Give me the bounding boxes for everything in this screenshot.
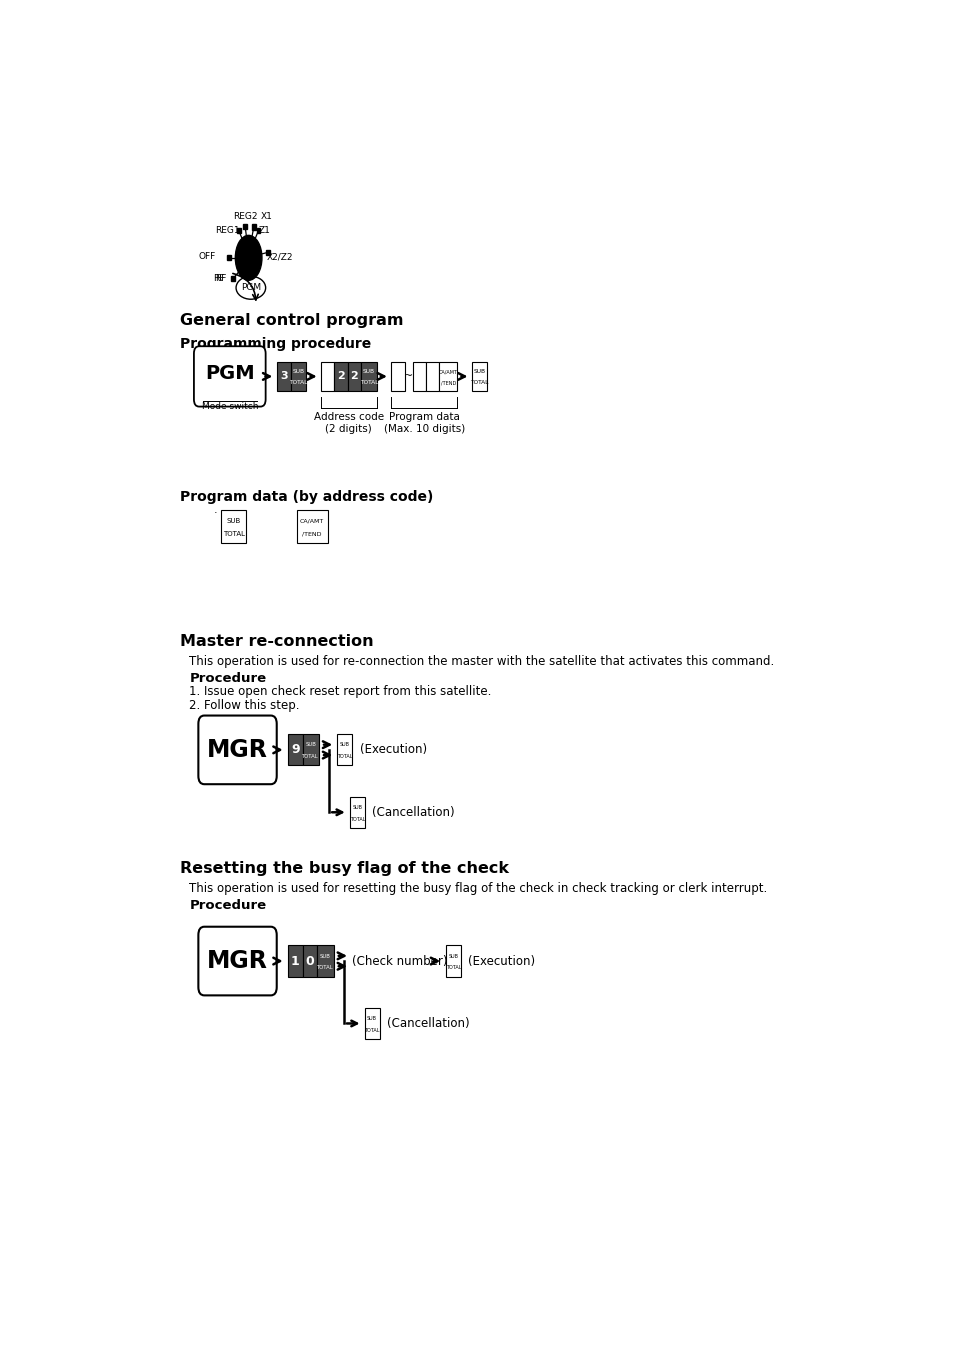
Bar [302,946,317,977]
Bar [227,255,231,261]
Bar [221,509,246,543]
Text: MGR: MGR [207,948,268,973]
Text: TOTAL: TOTAL [302,754,318,759]
Text: Master re-connection: Master re-connection [180,635,374,650]
Bar [256,228,260,232]
Text: (2 digits): (2 digits) [325,424,372,434]
Text: Procedure: Procedure [190,898,266,912]
Text: OFF: OFF [198,253,215,261]
Text: SUB: SUB [320,954,331,959]
Text: TOTAL: TOTAL [470,381,488,385]
Bar [350,797,364,828]
Bar [391,362,404,390]
Bar [446,946,460,977]
Bar [291,362,306,390]
Text: Address code: Address code [314,412,383,422]
Text: PGM: PGM [240,284,260,292]
Text: Mode switch: Mode switch [201,403,257,412]
Bar [335,362,347,390]
Text: .: . [213,504,217,515]
Bar [243,224,247,230]
Text: 9: 9 [291,743,299,757]
Text: SUB: SUB [474,369,485,374]
Text: MGR: MGR [207,738,268,762]
Bar [337,735,352,766]
Text: SUB: SUB [352,805,362,809]
Text: X2/Z2: X2/Z2 [266,253,293,261]
Text: Z1: Z1 [258,226,271,235]
Text: (Execution): (Execution) [468,955,535,967]
Text: PGM: PGM [205,363,254,382]
Text: 2. Follow this step.: 2. Follow this step. [190,698,299,712]
Bar [277,362,291,390]
Text: (Max. 10 digits): (Max. 10 digits) [383,424,464,434]
Ellipse shape [235,235,262,280]
Text: RF: RF [214,274,226,284]
Bar [236,228,240,232]
Bar [413,362,426,390]
Text: (Cancellation): (Cancellation) [387,1017,469,1029]
Bar [232,276,235,281]
Text: (Cancellation): (Cancellation) [372,805,455,819]
Text: TOTAL: TOTAL [289,381,308,385]
Bar [302,735,318,766]
Text: 1. Issue open check reset report from this satellite.: 1. Issue open check reset report from th… [190,685,492,698]
Text: SUB: SUB [448,954,458,959]
Text: 2: 2 [336,372,345,381]
Bar [252,224,255,230]
Bar [288,946,302,977]
Text: SUB: SUB [362,369,375,374]
Text: This operation is used for resetting the busy flag of the check in check trackin: This operation is used for resetting the… [190,882,767,894]
Text: Program data (by address code): Program data (by address code) [180,490,433,504]
Bar [347,362,360,390]
Text: /TEND: /TEND [440,381,456,385]
Text: TOTAL: TOTAL [336,754,352,759]
Text: CA/AMT: CA/AMT [438,369,457,374]
Bar [288,735,302,766]
FancyBboxPatch shape [198,716,276,784]
Text: ~: ~ [403,372,413,381]
Bar [439,362,456,390]
Text: X1: X1 [261,212,273,220]
Text: SUB: SUB [227,517,241,524]
Text: CA/AMT: CA/AMT [300,519,324,523]
FancyBboxPatch shape [193,346,265,407]
Text: (Check number): (Check number) [352,955,447,967]
Text: 3: 3 [280,372,288,381]
Text: SUB: SUB [293,369,304,374]
Text: (Execution): (Execution) [359,743,426,757]
Text: 2: 2 [350,372,358,381]
Text: TOTAL: TOTAL [317,966,334,970]
Text: RF: RF [213,274,225,284]
Bar [426,362,439,390]
Bar [296,509,328,543]
Text: SUB: SUB [367,1016,376,1021]
Text: /TEND: /TEND [302,531,321,536]
Text: SUB: SUB [305,743,315,747]
Text: Procedure: Procedure [190,671,266,685]
Text: TOTAL: TOTAL [364,1028,379,1032]
Bar [364,1008,379,1039]
Text: Resetting the busy flag of the check: Resetting the busy flag of the check [180,861,508,877]
FancyBboxPatch shape [198,927,276,996]
Text: SUB: SUB [339,743,350,747]
Bar [472,362,487,390]
Bar [266,250,270,255]
Text: Programming procedure: Programming procedure [180,336,371,351]
Bar [321,362,335,390]
Text: REG2: REG2 [233,212,257,220]
Bar [317,946,334,977]
Text: TOTAL: TOTAL [349,816,365,821]
Text: 0: 0 [305,955,314,967]
Text: Program data: Program data [389,412,459,422]
Text: General control program: General control program [180,313,403,328]
Text: TOTAL: TOTAL [223,531,245,536]
Text: This operation is used for re-connection the master with the satellite that acti: This operation is used for re-connection… [190,655,774,669]
Text: TOTAL: TOTAL [445,966,460,970]
Bar [360,362,376,390]
Text: REG1: REG1 [215,226,240,235]
Text: 1: 1 [291,955,299,967]
Text: TOTAL: TOTAL [359,381,377,385]
